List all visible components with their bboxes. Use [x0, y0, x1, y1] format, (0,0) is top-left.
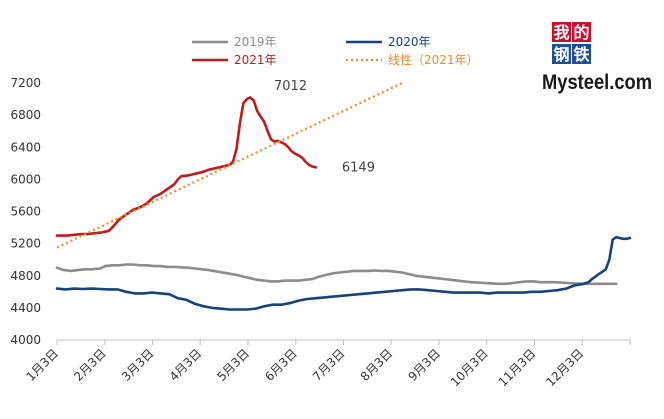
logo-char: 我 — [553, 23, 569, 42]
y-tick-label: 5600 — [10, 205, 41, 219]
y-tick-label: 7200 — [10, 76, 41, 90]
y-tick-label: 6800 — [10, 108, 41, 122]
x-tick-label: 8月3日 — [358, 346, 396, 384]
data-label: 6149 — [342, 160, 375, 175]
logo-text: Mysteel.com — [542, 71, 652, 94]
legend-label: 2019年 — [234, 35, 277, 49]
legend-label: 2021年 — [234, 53, 277, 67]
x-tick-label: 3月3日 — [119, 346, 157, 384]
x-tick-label: 10月3日 — [448, 346, 491, 389]
x-tick-label: 1月3日 — [23, 346, 61, 384]
legend-label: 线性（2021年） — [388, 53, 479, 67]
x-axis: 1月3日 2月3日 3月3日 4月3日 5月3日 6月3日 7月3日 8月3日 9月3日 10月3… — [23, 339, 631, 389]
x-tick-label: 9月3日 — [405, 346, 443, 384]
data-label: 7012 — [274, 79, 307, 94]
x-tick-label: 4月3日 — [167, 346, 205, 384]
legend: 2019年 2020年 2021年 线性（2021年） — [192, 35, 479, 67]
series-line-1 — [55, 235, 632, 311]
series-line-2 — [55, 96, 318, 237]
x-tick-label: 11月3日 — [496, 346, 539, 389]
y-tick-label: 4800 — [10, 269, 41, 283]
x-tick-label: 5月3日 — [214, 346, 252, 384]
y-tick-label: 5200 — [10, 237, 41, 251]
y-tick-label: 6000 — [10, 172, 41, 186]
logo-char: 铁 — [573, 45, 589, 64]
y-axis-ticks: 4000 4400 4800 5200 5600 6000 6400 6800 7200 — [10, 76, 41, 347]
series-layer — [55, 82, 632, 311]
series-line-0 — [55, 263, 618, 286]
logo-char: 钢 — [553, 45, 569, 64]
x-tick-label: 2月3日 — [71, 346, 109, 384]
legend-label: 2020年 — [388, 35, 431, 49]
logo-tile — [552, 44, 571, 64]
y-tick-label: 4400 — [10, 301, 41, 315]
logo-tile — [552, 22, 571, 42]
x-tick-label: 6月3日 — [262, 346, 300, 384]
mysteel-logo: 我的钢 铁 Mysteel.com — [542, 22, 652, 94]
logo-tile — [572, 22, 591, 42]
logo-char: 的 — [573, 23, 589, 42]
y-tick-label: 4000 — [10, 333, 41, 347]
x-tick-label: 7月3日 — [310, 346, 348, 384]
annotation-layer: 7012 6149 — [274, 79, 375, 175]
series-line-3 — [56, 82, 403, 249]
y-tick-label: 6400 — [10, 140, 41, 154]
x-tick-label: 12月3日 — [543, 346, 586, 389]
logo-tile — [572, 44, 591, 64]
